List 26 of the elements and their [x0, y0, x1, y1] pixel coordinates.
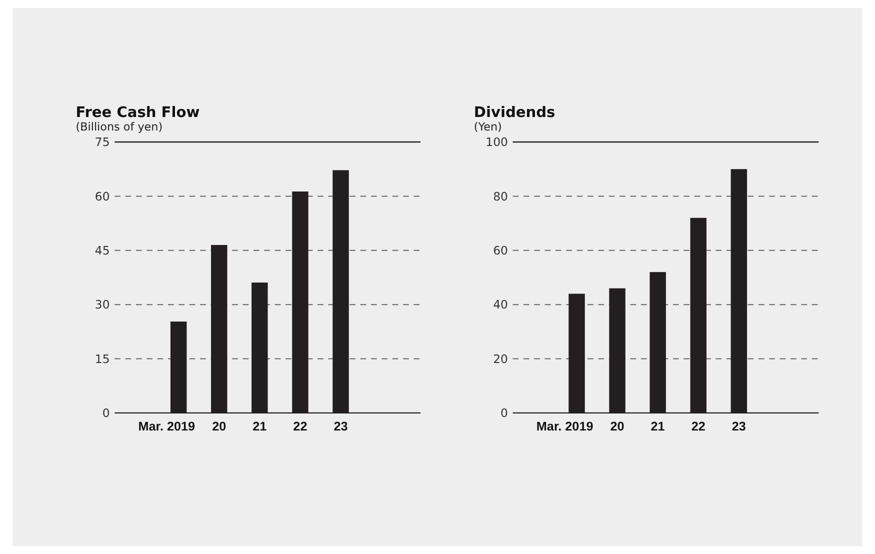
y-tick-label: 0 — [102, 406, 110, 420]
y-tick-label: 60 — [94, 189, 110, 204]
y-tick-label: 30 — [94, 298, 110, 312]
x-tick-label: 20 — [610, 419, 624, 434]
x-tick-label: 22 — [691, 419, 706, 434]
y-tick-label: 45 — [94, 243, 110, 258]
y-tick-label: 20 — [493, 352, 508, 366]
x-tick-label: 21 — [650, 419, 665, 434]
x-tick-label: 21 — [252, 419, 267, 434]
y-tick-label: 0 — [500, 406, 508, 420]
chart-title: Dividends — [474, 104, 556, 121]
y-tick-label: 100 — [486, 135, 508, 150]
x-tick-label: Mar. 2019 — [138, 419, 196, 434]
y-axis-title: (Yen) — [474, 120, 502, 134]
y-tick-label: 75 — [94, 135, 110, 150]
x-tick-label: 22 — [293, 419, 308, 434]
chart-title: Free Cash Flow — [76, 104, 200, 121]
x-tick-label: 23 — [334, 419, 348, 434]
x-tick-label: 20 — [212, 419, 226, 434]
y-tick-label: 15 — [94, 352, 110, 366]
y-tick-label: 60 — [493, 243, 508, 258]
x-tick-label: 23 — [732, 419, 746, 434]
y-tick-label: 40 — [493, 298, 508, 312]
x-tick-label: Mar. 2019 — [536, 419, 594, 434]
y-tick-label: 80 — [493, 189, 508, 204]
y-axis-title: (Billions of yen) — [76, 120, 163, 134]
